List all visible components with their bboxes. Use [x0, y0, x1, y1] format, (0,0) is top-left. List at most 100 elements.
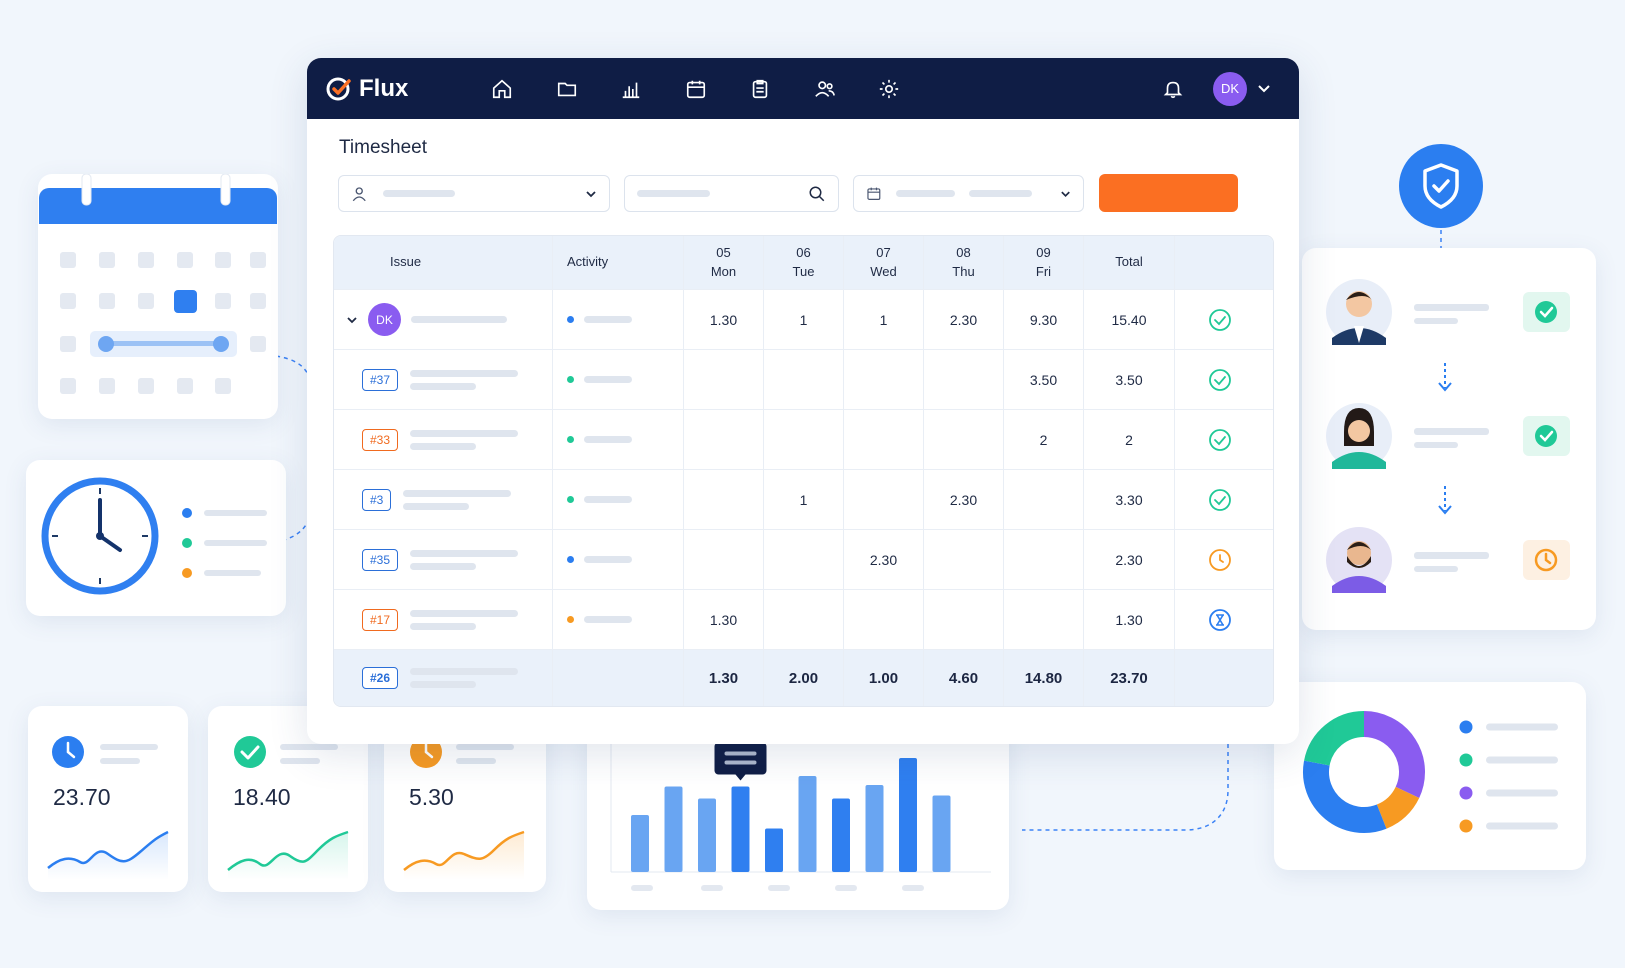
- timesheet-table: Issue Activity 05 Mon 06 Tue 07 Wed 08 Thu 0…: [333, 235, 1274, 707]
- calendar-card: [38, 173, 278, 419]
- bar[interactable]: [832, 798, 850, 873]
- user-avatar[interactable]: DK: [1213, 71, 1247, 106]
- check-circle-icon: [1209, 308, 1231, 331]
- day-cell[interactable]: [764, 350, 844, 409]
- issue-tag[interactable]: #26: [362, 667, 399, 689]
- home-icon: [493, 79, 512, 98]
- gear-icon: [880, 79, 899, 98]
- notifications-button[interactable]: [1153, 78, 1193, 100]
- user-menu-toggle[interactable]: [1247, 82, 1281, 96]
- nav-reports[interactable]: [599, 78, 664, 100]
- calendar-icon: [867, 187, 881, 200]
- day-cell[interactable]: [684, 410, 764, 469]
- day-cell[interactable]: [684, 350, 764, 409]
- day-cell[interactable]: 2.30: [844, 530, 924, 589]
- nav-calendar[interactable]: [664, 78, 729, 100]
- chevron-down-icon[interactable]: [346, 314, 358, 326]
- primary-action-button[interactable]: [1099, 174, 1238, 212]
- day-cell[interactable]: [1004, 590, 1084, 649]
- table-row[interactable]: #17 1.30 1.30: [334, 590, 1273, 650]
- search-input[interactable]: [624, 175, 839, 212]
- nav-tasks[interactable]: [728, 78, 793, 100]
- day-cell[interactable]: [764, 590, 844, 649]
- bar[interactable]: [698, 798, 716, 873]
- bar-tooltip: [714, 742, 767, 781]
- nav-projects[interactable]: [535, 78, 600, 100]
- header-day: 09 Fri: [1004, 236, 1084, 289]
- nav-settings[interactable]: [857, 78, 922, 100]
- bar[interactable]: [765, 828, 783, 873]
- day-cell[interactable]: 1: [764, 290, 844, 349]
- day-cell[interactable]: 1: [844, 290, 924, 349]
- table-row[interactable]: #33 2 2: [334, 410, 1273, 470]
- table-row[interactable]: DK 1.30 1 1 2.30 9.30 15.40: [334, 290, 1273, 350]
- bar[interactable]: [664, 786, 683, 873]
- day-cell[interactable]: [764, 530, 844, 589]
- table-header: Issue Activity 05 Mon 06 Tue 07 Wed 08 Thu 0…: [334, 236, 1273, 290]
- day-cell[interactable]: 1: [764, 470, 844, 529]
- issue-tag[interactable]: #37: [362, 368, 399, 391]
- day-cell[interactable]: [1004, 470, 1084, 529]
- day-cell[interactable]: [924, 350, 1004, 409]
- day-cell[interactable]: 3.50: [1004, 350, 1084, 409]
- chevron-down-icon: [1061, 191, 1070, 197]
- donut-slice[interactable]: [1304, 711, 1365, 767]
- bar[interactable]: [631, 815, 649, 872]
- table-footer: #26 1.30 2.00 1.00 4.60 14.80 23.70: [334, 650, 1273, 706]
- bar-chart: [610, 742, 991, 891]
- bar-chart-card: [587, 718, 1009, 910]
- day-cell[interactable]: [924, 590, 1004, 649]
- x-tick-placeholder: [701, 885, 723, 891]
- day-cell[interactable]: 2.30: [924, 470, 1004, 529]
- day-cell[interactable]: [684, 470, 764, 529]
- table-row[interactable]: #37 3.50 3.50: [334, 350, 1273, 410]
- issue-tag[interactable]: #33: [362, 428, 399, 451]
- bar[interactable]: [865, 785, 884, 872]
- donut-slice[interactable]: [1363, 711, 1425, 798]
- day-cell[interactable]: 1.30: [684, 590, 764, 649]
- logo[interactable]: Flux: [325, 75, 470, 103]
- day-cell[interactable]: [844, 470, 924, 529]
- issue-tag[interactable]: #17: [362, 608, 399, 631]
- donut-slice[interactable]: [1303, 760, 1387, 833]
- donut-slice[interactable]: [1376, 786, 1420, 829]
- shield-icon: [1399, 144, 1483, 228]
- bar[interactable]: [798, 776, 817, 872]
- day-cell[interactable]: 1.30: [684, 290, 764, 349]
- issue-tag[interactable]: #3: [362, 488, 392, 511]
- day-cell[interactable]: [1004, 530, 1084, 589]
- date-range-select[interactable]: [853, 175, 1084, 212]
- day-cell[interactable]: [924, 410, 1004, 469]
- approval-card: [1302, 248, 1596, 630]
- stat-value: 23.70: [53, 784, 111, 810]
- table-row[interactable]: #35 2.30 2.30: [334, 530, 1273, 590]
- day-cell[interactable]: [764, 410, 844, 469]
- day-cell[interactable]: 2: [1004, 410, 1084, 469]
- day-cell[interactable]: 9.30: [1004, 290, 1084, 349]
- issue-tag[interactable]: #35: [362, 548, 399, 571]
- bar[interactable]: [932, 795, 951, 873]
- calendar-widget: [39, 173, 277, 394]
- legend-label-placeholder: [1486, 789, 1558, 797]
- user-filter-select[interactable]: [338, 175, 610, 212]
- day-cell[interactable]: [684, 530, 764, 589]
- nav-home[interactable]: [470, 78, 535, 100]
- sparkline: [47, 830, 169, 880]
- row-total: 3.50: [1084, 350, 1175, 409]
- folder-icon: [557, 82, 576, 96]
- day-cell[interactable]: [924, 530, 1004, 589]
- stat-value: 5.30: [409, 784, 454, 810]
- row-total: 2.30: [1084, 530, 1175, 589]
- day-cell[interactable]: [844, 350, 924, 409]
- header-issue: Issue: [334, 236, 553, 289]
- day-cell[interactable]: 2.30: [924, 290, 1004, 349]
- user-icon: [352, 186, 366, 201]
- day-cell[interactable]: [844, 590, 924, 649]
- bar[interactable]: [731, 786, 750, 873]
- header-day: 08 Thu: [924, 236, 1004, 289]
- x-tick-placeholder: [902, 885, 924, 891]
- day-cell[interactable]: [844, 410, 924, 469]
- table-row[interactable]: #3 1 2.30 3.30: [334, 470, 1273, 530]
- nav-team[interactable]: [793, 78, 858, 100]
- bar[interactable]: [899, 758, 917, 872]
